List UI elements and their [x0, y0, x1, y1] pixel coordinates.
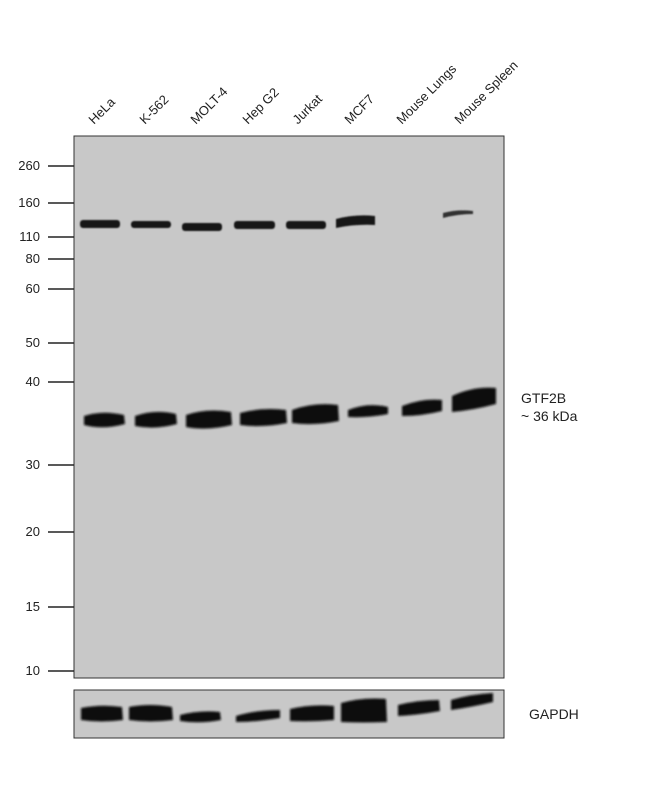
upper-band-hepg2: [234, 221, 275, 229]
upper-band-mcf7: [336, 215, 375, 228]
upper-band-hela: [80, 220, 120, 228]
upper-bands: [80, 210, 473, 231]
gapdh-bands: [81, 693, 493, 723]
upper-band-molt4: [182, 223, 222, 231]
marker-label-80: 80: [25, 251, 40, 266]
gapdh-band-molt4: [180, 711, 221, 723]
gapdh-band-hepg2: [236, 710, 280, 722]
loading-control-label: GAPDH: [529, 706, 579, 722]
marker-label-110: 110: [19, 229, 40, 244]
gapdh-band-mcf7: [341, 698, 387, 723]
gtf2b-band-mouse-spleen: [452, 387, 496, 412]
gapdh-band-k562: [129, 705, 173, 722]
target-name: GTF2B: [521, 390, 567, 406]
gtf2b-band-mcf7: [348, 405, 388, 418]
marker-label-10: 10: [25, 663, 40, 678]
gapdh-band-mouse-lungs: [398, 700, 440, 716]
marker-label-30: 30: [25, 457, 40, 472]
gtf2b-band-k562: [135, 411, 177, 428]
marker-label-20: 20: [25, 524, 40, 539]
target-label: GTF2B ~ 36 kDa: [521, 389, 577, 425]
gtf2b-band-hela: [84, 412, 125, 428]
gapdh-band-hela: [81, 705, 123, 722]
gtf2b-band-jurkat: [292, 404, 339, 425]
gtf2b-bands: [84, 387, 496, 429]
target-size: ~ 36 kDa: [521, 408, 578, 424]
marker-label-40: 40: [25, 374, 40, 389]
upper-band-jurkat: [286, 221, 326, 229]
upper-band-k562: [131, 221, 171, 228]
marker-label-260: 260: [18, 158, 40, 173]
gapdh-band-mouse-spleen: [451, 693, 493, 710]
gtf2b-band-molt4: [186, 410, 232, 429]
marker-ticks: [48, 165, 74, 672]
marker-label-50: 50: [25, 335, 40, 350]
gtf2b-band-hepg2: [240, 409, 287, 427]
marker-label-60: 60: [25, 281, 40, 296]
gtf2b-band-mouse-lungs: [402, 399, 442, 416]
marker-label-15: 15: [25, 599, 40, 614]
upper-band-mouse-spleen: [443, 210, 473, 218]
gapdh-band-jurkat: [290, 705, 334, 722]
marker-label-160: 160: [18, 195, 40, 210]
